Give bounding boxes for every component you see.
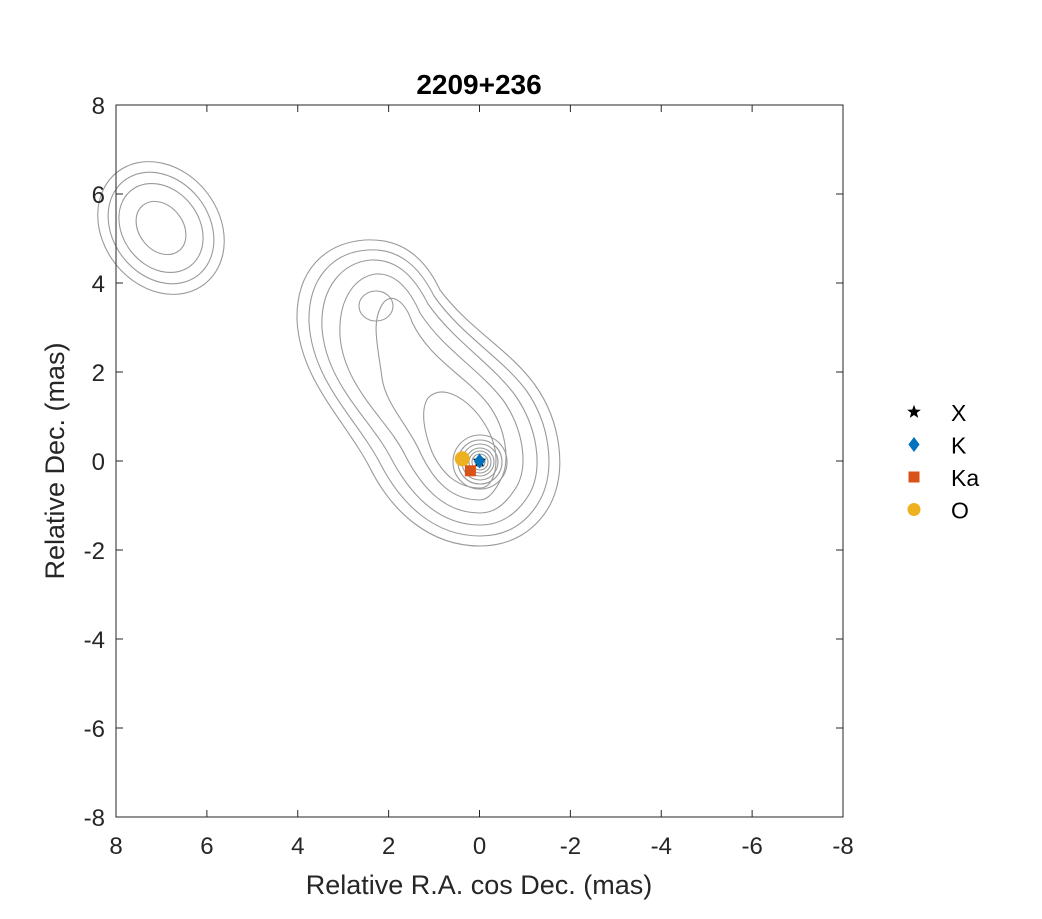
- x-tick-label: -2: [560, 833, 581, 860]
- x-tick-label: -4: [651, 833, 672, 860]
- contour-line-knot: [358, 290, 394, 322]
- legend-marker-k: [908, 437, 920, 452]
- y-tick-label: 0: [92, 449, 105, 476]
- data-point-ka: [464, 465, 476, 477]
- legend-label-o: O: [951, 498, 969, 524]
- y-tick-label: 2: [92, 360, 105, 387]
- y-tick-label: 8: [92, 93, 105, 120]
- contour-line-jet-6: [423, 391, 497, 489]
- contour-line: [107, 171, 215, 285]
- contour-group-north-east: [97, 161, 225, 295]
- x-tick-label: 2: [382, 833, 395, 860]
- contour-line-core: [452, 434, 508, 490]
- legend-marker-ka: [908, 471, 920, 483]
- y-axis-title: Relative Dec. (mas): [40, 342, 70, 579]
- legend-label-ka: Ka: [951, 465, 979, 491]
- data-point-k: [473, 453, 486, 469]
- x-tick-label: 0: [473, 833, 486, 860]
- y-tick-label: -4: [84, 627, 105, 654]
- contour-line-jet-3: [321, 259, 538, 526]
- legend-marker-x: [907, 404, 921, 418]
- y-axis: 8 6 4 2 0 -2 -4 -6 -8: [84, 93, 843, 832]
- x-axis: 8 6 4 2 0 -2 -4 -6 -8: [109, 105, 854, 860]
- y-tick-label: -6: [84, 716, 105, 743]
- y-tick-label: -2: [84, 538, 105, 565]
- contour-line-jet-2: [308, 249, 550, 537]
- contour-line-jet-1: [296, 239, 561, 547]
- x-tick-label: 6: [200, 833, 213, 860]
- contour-line-jet-5: [375, 297, 507, 501]
- y-tick-label: 4: [92, 271, 105, 298]
- x-tick-label: -8: [832, 833, 853, 860]
- legend: XK Ka O: [907, 400, 979, 524]
- x-tick-label: -6: [741, 833, 762, 860]
- legend-label-x: X: [951, 400, 966, 426]
- contour-line: [118, 182, 204, 274]
- chart-title: 2209+236: [416, 69, 541, 100]
- x-tick-label: 4: [291, 833, 304, 860]
- data-markers: [454, 451, 487, 477]
- contour-line: [135, 200, 187, 256]
- x-axis-title: Relative R.A. cos Dec. (mas): [306, 870, 653, 900]
- contour-line-core: [471, 453, 489, 471]
- contour-line: [97, 161, 225, 295]
- contour-line-jet-4: [339, 273, 524, 514]
- data-point-o: [454, 451, 470, 467]
- legend-label-k: K: [951, 433, 967, 459]
- y-tick-label: 6: [92, 182, 105, 209]
- x-tick-label: 8: [109, 833, 122, 860]
- legend-marker-o: [907, 503, 921, 516]
- y-tick-label: -8: [84, 805, 105, 832]
